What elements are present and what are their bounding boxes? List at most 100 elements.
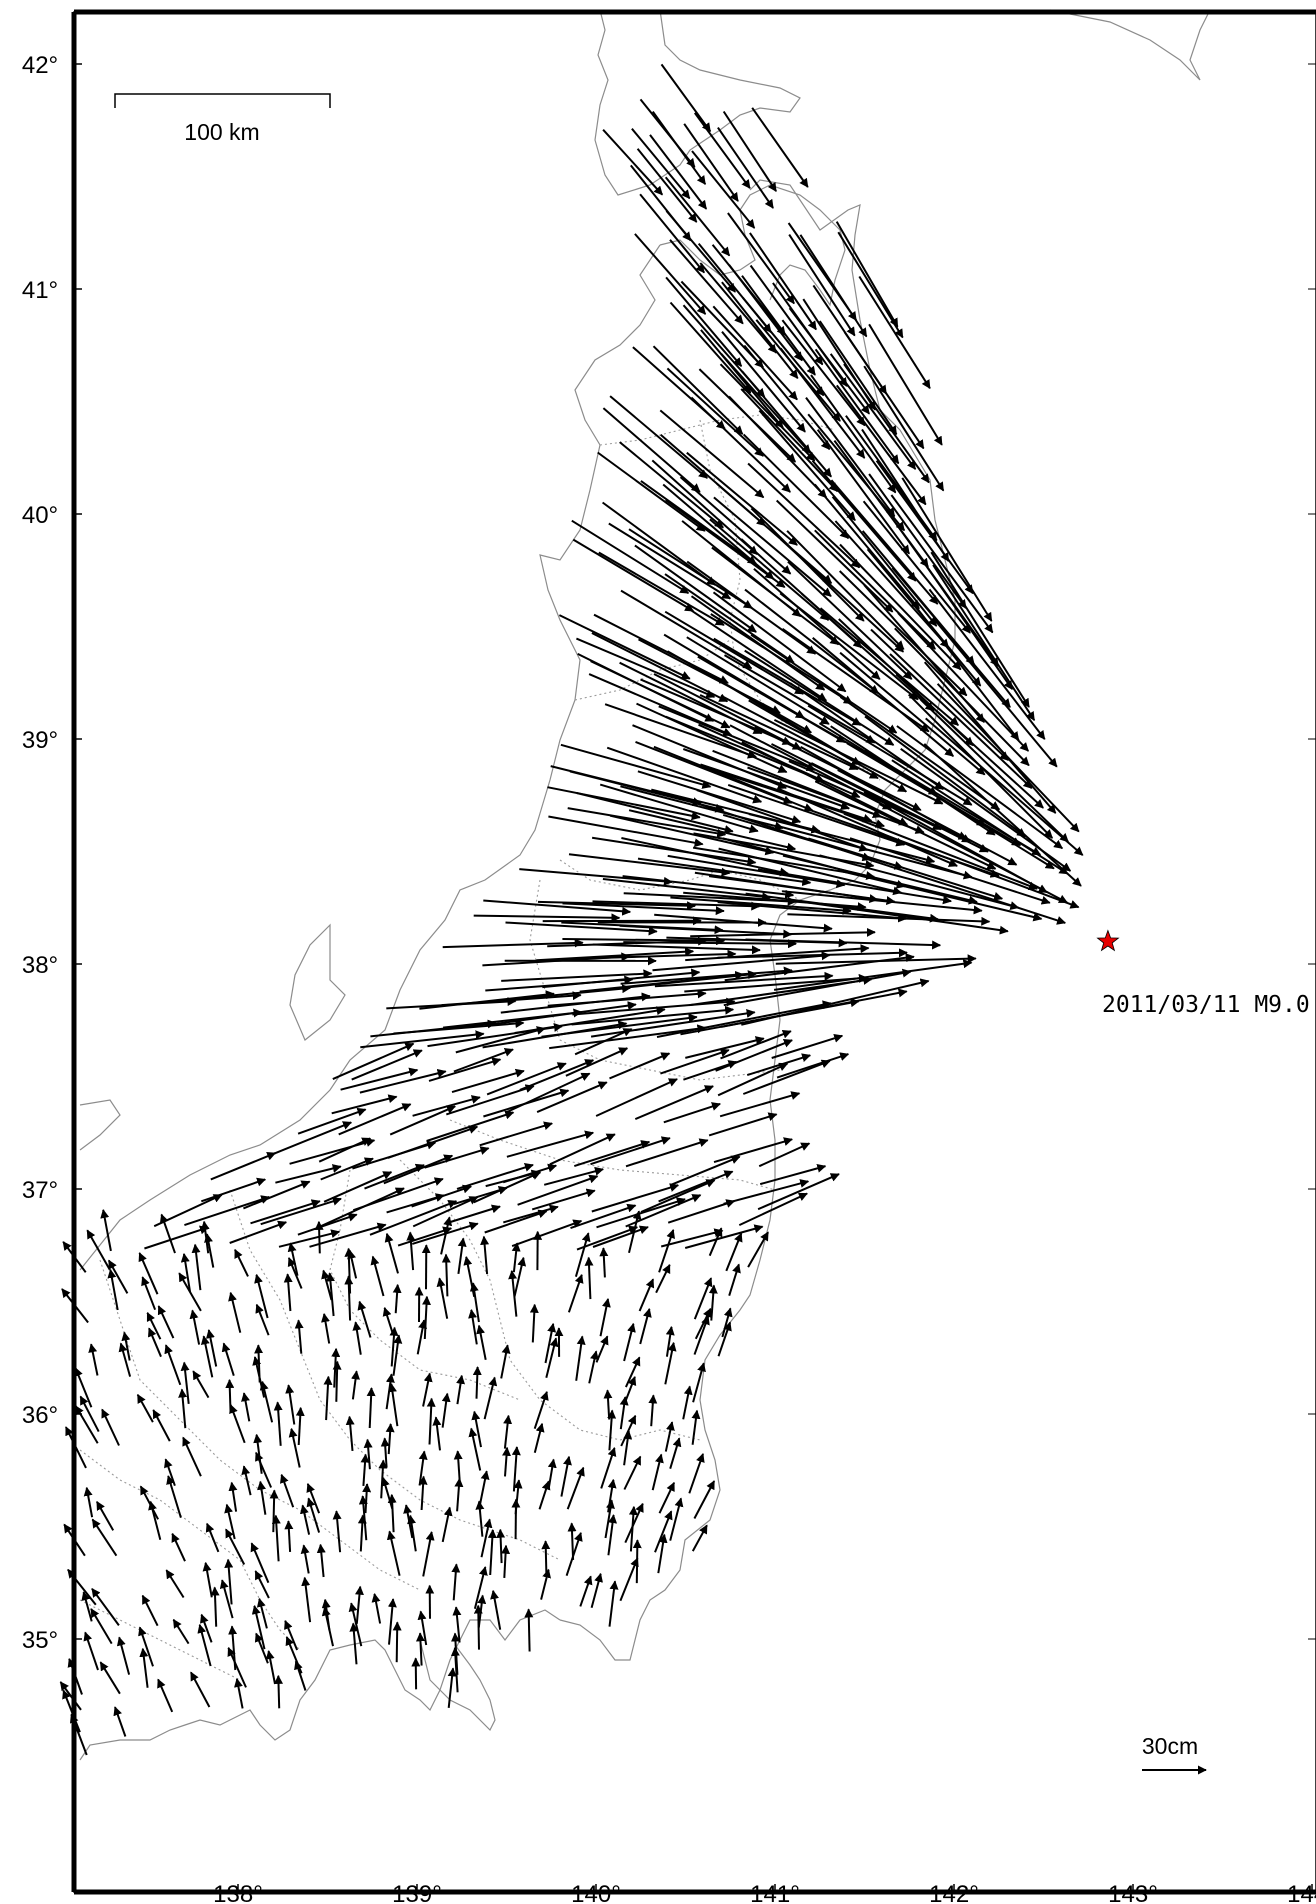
displacement-arrow	[711, 546, 840, 646]
displacement-arrow	[321, 1313, 331, 1344]
displacement-arrow	[83, 1486, 94, 1518]
displacement-arrow	[575, 1335, 586, 1381]
displacement-arrow	[417, 1610, 428, 1646]
displacement-arrow	[660, 63, 712, 133]
displacement-arrow	[484, 1209, 548, 1234]
displacement-arrow	[568, 853, 731, 877]
displacement-arrow	[660, 1228, 724, 1248]
displacement-arrow	[609, 814, 775, 856]
displacement-arrow	[165, 1569, 185, 1599]
displacement-arrow	[576, 792, 734, 834]
displacement-arrow	[573, 1140, 651, 1168]
displacement-arrow	[234, 1248, 249, 1277]
displacement-arrow	[519, 1059, 595, 1091]
displacement-arrow	[608, 1580, 619, 1627]
displacement-arrow	[259, 1380, 274, 1423]
displacement-arrow	[623, 1322, 636, 1362]
displacement-arrow	[323, 1375, 333, 1421]
displacement-arrow	[719, 1091, 801, 1118]
displacement-arrow	[416, 1319, 428, 1355]
displacement-arrow	[562, 936, 726, 946]
displacement-arrow	[297, 1212, 358, 1236]
displacement-arrow	[590, 1008, 756, 1038]
displacement-arrow	[549, 1024, 707, 1050]
displacement-arrow	[624, 1502, 644, 1544]
displacement-arrow	[344, 1275, 354, 1321]
displacement-arrow	[562, 902, 725, 916]
displacement-arrow	[679, 476, 792, 575]
displacement-arrow	[620, 589, 753, 670]
vector-scale-label: 30cm	[1142, 1733, 1198, 1759]
displacement-arrow	[269, 1489, 279, 1533]
displacement-arrow	[392, 1334, 403, 1376]
displacement-arrow	[708, 1112, 778, 1137]
displacement-arrow	[504, 1072, 591, 1114]
displacement-arrow	[385, 1423, 395, 1455]
displacement-arrow	[778, 787, 958, 867]
displacement-arrow	[651, 459, 758, 556]
displacement-arrow	[473, 1566, 488, 1610]
lon-tick-label: 138°	[213, 1881, 263, 1904]
displacement-arrow	[547, 786, 701, 821]
displacement-arrow	[455, 1026, 546, 1054]
displacement-arrow	[271, 1514, 281, 1562]
displacement-arrow	[506, 1130, 595, 1158]
displacement-arrow	[357, 1514, 367, 1552]
displacement-arrow	[387, 1493, 397, 1533]
displacement-arrow	[357, 1300, 372, 1338]
displacement-arrow	[96, 1500, 115, 1531]
displacement-arrow	[592, 943, 761, 955]
displacement-arrow	[166, 1475, 182, 1518]
displacement-arrow	[407, 1514, 417, 1552]
displacement-arrow	[749, 232, 817, 331]
displacement-arrow	[511, 1446, 521, 1492]
displacement-arrow	[637, 857, 812, 887]
displacement-arrow	[682, 748, 850, 810]
displacement-arrow	[473, 1171, 542, 1204]
displacement-arrow	[779, 538, 904, 653]
displacement-arrow	[663, 1102, 721, 1124]
displacement-arrow	[727, 783, 906, 847]
displacement-arrow	[288, 1427, 301, 1468]
displacement-arrow	[839, 651, 986, 776]
displacement-arrow	[148, 1327, 162, 1358]
displacement-arrow	[278, 1229, 341, 1248]
displacement-arrow	[441, 1392, 451, 1428]
displacement-arrow	[920, 698, 1069, 843]
latitude-ticks: 42° 41° 40° 39° 38° 37° 36° 35°	[22, 52, 1316, 1654]
displacement-arrow	[670, 1155, 741, 1186]
displacement-arrow	[619, 1396, 629, 1430]
displacement-arrow	[932, 617, 1058, 768]
displacement-arrow	[505, 921, 658, 936]
displacement-arrow	[415, 1632, 425, 1666]
coast-izu	[419, 1639, 496, 1732]
displacement-arrow	[773, 719, 944, 805]
displacement-arrow	[712, 305, 798, 401]
displacement-arrow	[652, 345, 744, 435]
displacement-arrow	[636, 148, 698, 223]
lat-tick-label: 37°	[22, 1177, 58, 1204]
coast-noto	[79, 1099, 121, 1151]
displacement-arrow	[558, 614, 691, 680]
displacement-arrow	[571, 519, 690, 595]
displacement-arrow	[742, 1059, 831, 1095]
displacement-arrow	[713, 496, 832, 597]
displacement-arrow	[664, 610, 804, 695]
displacement-arrow	[250, 1542, 270, 1584]
displacement-arrow	[392, 1283, 402, 1314]
displacement-arrow	[172, 1618, 190, 1645]
displacement-arrow	[83, 1631, 99, 1671]
displacement-arrow	[723, 654, 876, 744]
displacement-arrow	[693, 1315, 710, 1355]
displacement-arrow	[606, 746, 763, 804]
lat-tick-label: 36°	[22, 1402, 58, 1429]
displacement-arrow	[592, 1225, 649, 1248]
displacement-arrow	[799, 234, 868, 338]
displacement-arrow	[543, 1166, 604, 1186]
displacement-arrow	[144, 1225, 209, 1250]
displacement-arrow	[621, 837, 789, 877]
displacement-arrow	[649, 134, 708, 210]
displacement-arrow	[604, 703, 757, 759]
displacement-arrow	[387, 1598, 397, 1645]
